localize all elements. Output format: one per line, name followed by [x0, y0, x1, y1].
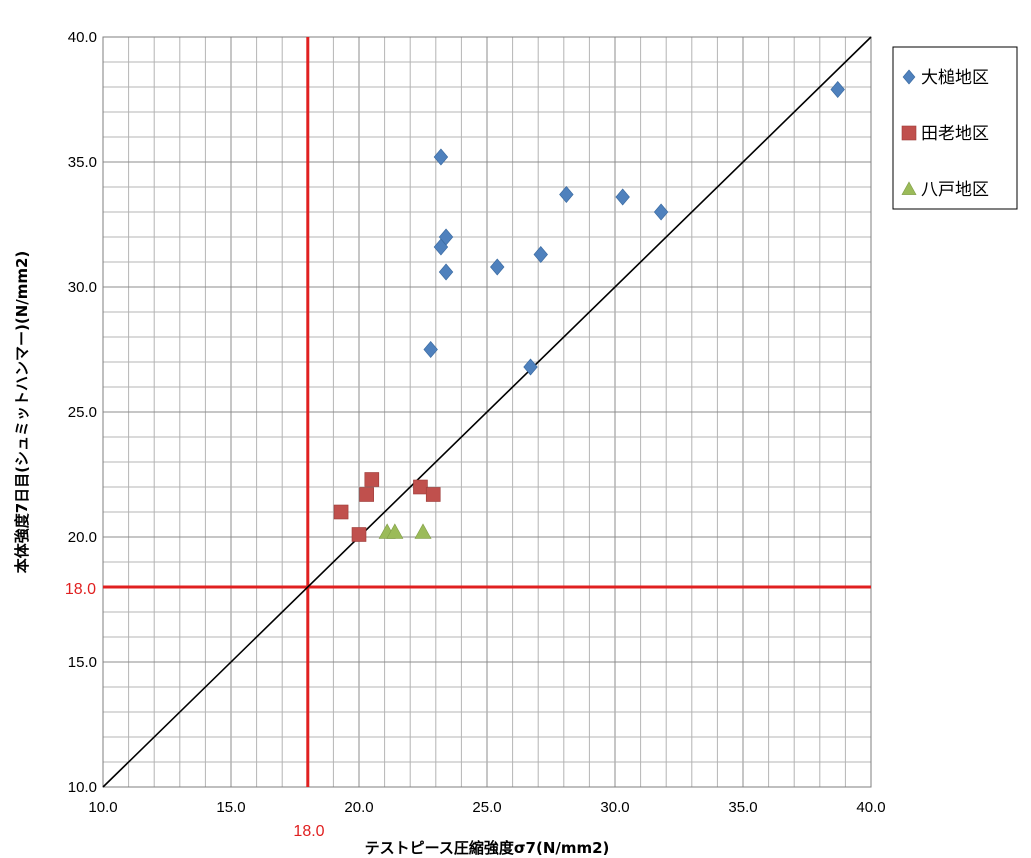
y-tick-label: 15.0: [68, 654, 97, 671]
y-tick-label: 20.0: [68, 529, 97, 546]
y-tick-label: 35.0: [68, 154, 97, 171]
legend-marker: [901, 125, 917, 141]
data-point-diamond: [433, 148, 449, 166]
data-point-square: [333, 504, 349, 520]
data-point-diamond: [423, 341, 438, 358]
data-points: [333, 81, 845, 542]
diagonal-line: [102, 36, 872, 788]
x-tick-label: 30.0: [600, 799, 629, 816]
y-axis-title: 本体強度7日目(シュミットハンマー)(N/mm2): [13, 251, 31, 574]
data-point-square: [359, 487, 374, 502]
ref-x-label: 18.0: [293, 823, 324, 840]
x-tick-label: 20.0: [344, 799, 373, 816]
data-point-triangle: [414, 523, 432, 539]
data-point-diamond: [615, 188, 630, 206]
data-point-square: [425, 487, 441, 502]
x-tick-label: 10.0: [88, 799, 117, 816]
x-tick-label: 15.0: [216, 799, 245, 816]
data-point-diamond: [559, 186, 574, 203]
legend-marker: [901, 181, 917, 195]
tick-labels: 10.0 15.0 20.0 25.0 30.0 35.0 40.0 10.0 15.0 20.0…: [68, 29, 886, 816]
diagonal-line-path: [102, 36, 872, 788]
legend-marker: [902, 69, 916, 85]
ref-y-label: 18.0: [65, 581, 96, 598]
x-axis-title: テストピース圧縮強度σ7(N/mm2): [365, 839, 610, 857]
data-point-diamond: [830, 81, 845, 98]
data-point-triangle: [386, 523, 404, 539]
y-tick-label: 10.0: [68, 779, 97, 796]
data-point-diamond: [533, 246, 548, 263]
y-tick-label: 40.0: [68, 29, 97, 46]
data-point-diamond: [490, 258, 505, 276]
data-point-diamond: [438, 228, 454, 246]
data-point-square: [413, 479, 428, 495]
legend-label: 八戸地区: [921, 180, 989, 200]
legend-label: 田老地区: [921, 124, 989, 144]
data-point-diamond: [653, 203, 669, 221]
grid: [102, 36, 872, 788]
data-point-square: [364, 472, 380, 487]
reference-lines: [103, 37, 871, 787]
y-tick-label: 25.0: [68, 404, 97, 421]
data-point-diamond: [523, 358, 538, 376]
y-tick-label: 30.0: [68, 279, 97, 296]
x-tick-label: 40.0: [856, 799, 885, 816]
x-tick-label: 35.0: [728, 799, 757, 816]
legend-label: 大槌地区: [921, 68, 989, 88]
data-point-diamond: [438, 263, 454, 281]
plot-area-border: [102, 36, 872, 788]
x-tick-label: 25.0: [472, 799, 501, 816]
data-point-square: [351, 527, 367, 542]
